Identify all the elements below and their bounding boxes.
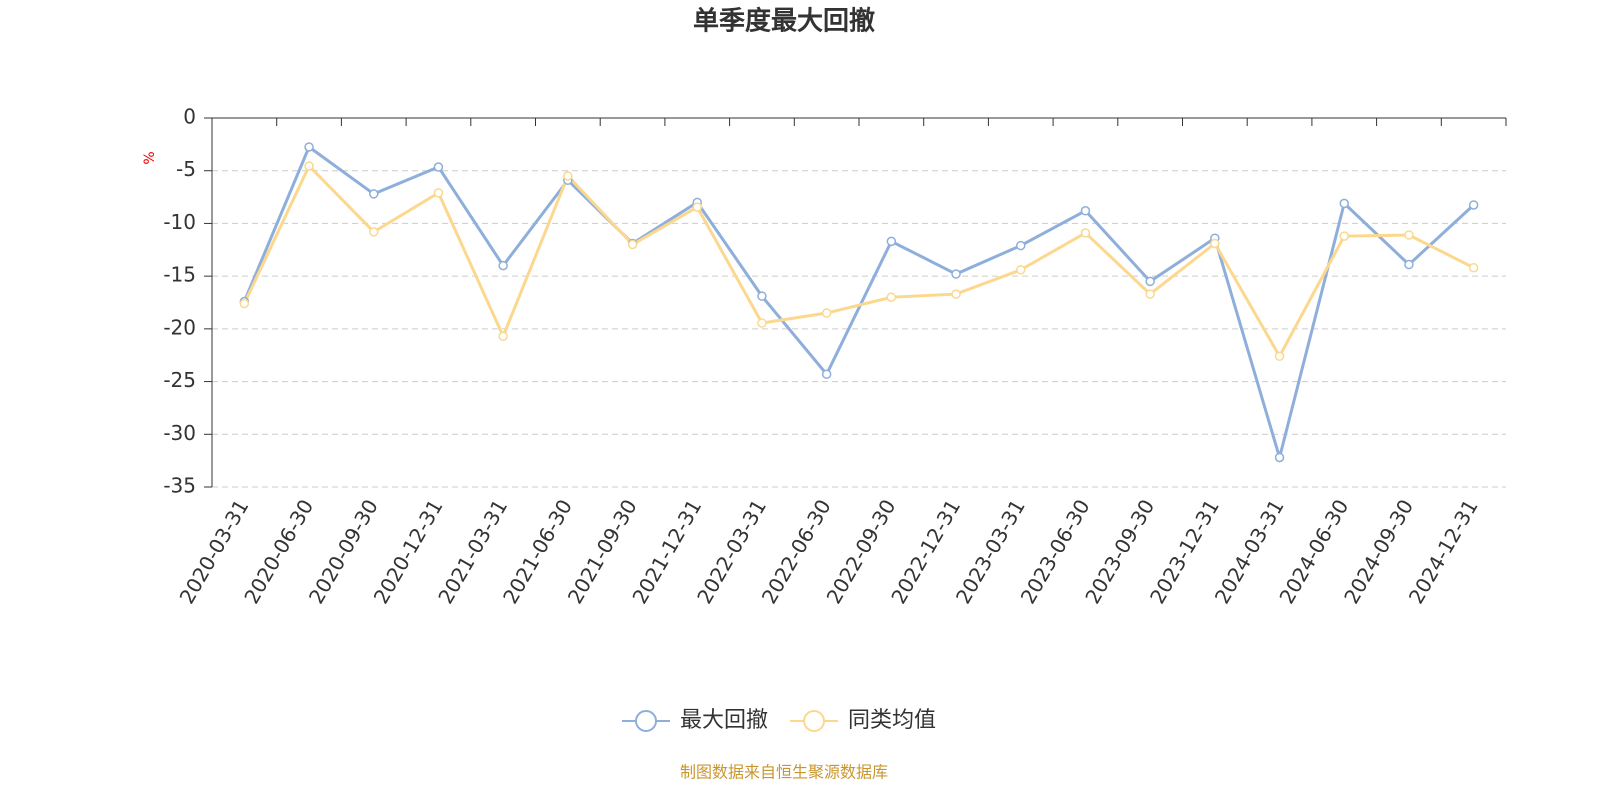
data-point — [1080, 228, 1091, 238]
y-tick-label: -15 — [163, 263, 196, 287]
data-point — [239, 298, 250, 309]
data-point — [498, 331, 508, 341]
data-point — [498, 260, 508, 271]
data-point — [1016, 240, 1026, 251]
data-point — [1468, 200, 1479, 210]
data-point — [627, 239, 638, 250]
data-point — [886, 292, 897, 302]
data-point — [304, 161, 314, 171]
data-point — [951, 289, 961, 299]
y-tick-label: -25 — [163, 368, 196, 392]
y-tick-label: -5 — [176, 157, 196, 181]
y-tick-label: -30 — [163, 421, 196, 445]
data-point — [433, 188, 444, 198]
data-point — [821, 308, 832, 318]
chart-title: 单季度最大回撤 — [693, 6, 875, 37]
data-point — [821, 369, 832, 379]
legend-marker — [635, 710, 657, 732]
data-point — [304, 142, 314, 152]
legend-label: 最大回撤 — [680, 708, 768, 733]
data-point — [757, 291, 767, 301]
data-point — [692, 202, 702, 212]
series-line — [242, 144, 1475, 464]
data-point — [433, 162, 444, 172]
data-point — [951, 269, 961, 279]
legend-marker — [803, 710, 826, 732]
data-point — [1274, 351, 1285, 362]
data-point — [1468, 262, 1479, 273]
data-point — [1080, 206, 1091, 216]
data-point — [563, 171, 573, 181]
data-point — [1339, 198, 1349, 209]
data-point — [1145, 276, 1155, 287]
data-point — [1145, 289, 1155, 299]
data-point — [886, 236, 897, 247]
data-point — [1016, 265, 1026, 275]
series-line — [242, 163, 1475, 360]
data-point — [1339, 231, 1349, 241]
source-note: 制图数据来自恒生聚源数据库 — [680, 763, 888, 782]
data-point — [757, 318, 767, 328]
legend-label: 同类均值 — [848, 708, 936, 733]
legend-item: 同类均值 — [790, 708, 936, 733]
y-axis-label: % — [142, 151, 158, 164]
data-point — [369, 227, 379, 237]
y-tick-label: -35 — [163, 474, 196, 498]
y-tick-label: -20 — [163, 315, 196, 339]
data-point — [1274, 452, 1285, 463]
legend-item: 最大回撤 — [622, 708, 768, 733]
data-point — [369, 189, 379, 199]
data-point — [1404, 259, 1414, 270]
x-tick-label: 2024-12-31 — [1404, 495, 1483, 608]
y-tick-label: 0 — [183, 105, 196, 129]
y-tick-label: -10 — [163, 210, 196, 234]
data-point — [1210, 238, 1220, 249]
data-point — [1404, 230, 1414, 240]
